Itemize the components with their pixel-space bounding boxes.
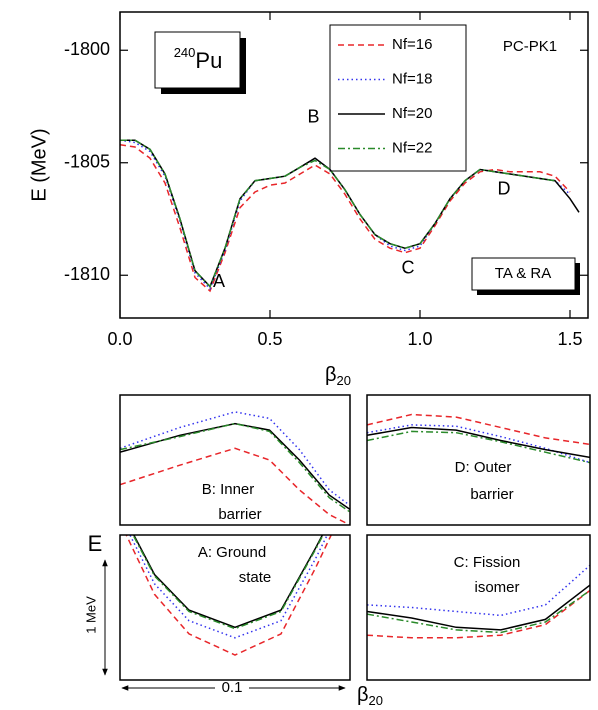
panel-label: D: Outer [455, 459, 512, 476]
series-line [132, 535, 324, 629]
inset-x-label-symbol: β [357, 684, 369, 706]
point-label: A [213, 271, 225, 291]
series-line [120, 144, 571, 293]
x-axis-label-sub: 20 [337, 373, 351, 388]
y-tick-label: -1800 [64, 39, 110, 59]
x-tick-label: 1.0 [407, 329, 432, 349]
inset-y-label: E [88, 531, 103, 556]
series-line [120, 447, 350, 525]
series-line [367, 413, 590, 446]
x-tick-label: 1.5 [557, 329, 582, 349]
series-line [367, 564, 590, 617]
scale-label-bg [215, 680, 249, 696]
point-label: C [402, 257, 415, 277]
plot-area [120, 139, 580, 293]
panel-label: C: Fission [454, 554, 521, 571]
series-line [367, 589, 590, 634]
nucleus-mass: 240 [174, 45, 196, 60]
panel-label: state [239, 569, 272, 586]
series-line [367, 424, 590, 464]
series-line [129, 535, 329, 639]
panel-label: barrier [470, 486, 513, 503]
plot-frame [119, 11, 589, 319]
point-label: B [307, 107, 319, 127]
plot-area [367, 413, 590, 464]
plot-area [125, 535, 333, 656]
nucleus-box [154, 31, 241, 89]
y-scale-label: 1 MeV [83, 596, 98, 634]
inset-x-label-sub: 20 [369, 693, 383, 708]
plot-frame [119, 534, 351, 681]
series-line [120, 139, 556, 288]
x-axis-label: β20 [325, 364, 351, 388]
series-line [367, 426, 590, 459]
legend-label: Nf=22 [392, 139, 432, 156]
series-line [367, 584, 590, 631]
legend-label: Nf=20 [392, 105, 432, 122]
panel-label: isomer [474, 579, 519, 596]
plot-frame [366, 534, 591, 681]
y-tick-label: -1810 [64, 264, 110, 284]
inset-x-label: β20 [357, 684, 383, 708]
model-label: PC-PK1 [503, 38, 557, 55]
series-line [120, 422, 350, 513]
nucleus-symbol: Pu [195, 48, 222, 73]
panel-label: A: Ground [198, 544, 266, 561]
x-scale-label: 0.1 [222, 679, 243, 696]
panel-label: B: Inner [202, 481, 255, 498]
legend-label: Nf=16 [392, 36, 432, 53]
method-label: TA & RA [495, 265, 551, 282]
plot-area [367, 564, 590, 639]
legend-label: Nf=18 [392, 70, 432, 87]
plot-area [120, 411, 350, 525]
plot-frame [366, 394, 591, 526]
series-line [367, 430, 590, 464]
y-axis-label: E (MeV) [28, 128, 50, 201]
nucleus-label: 240Pu [174, 45, 223, 72]
x-tick-label: 0.0 [107, 329, 132, 349]
x-tick-label: 0.5 [257, 329, 282, 349]
legend-box [329, 24, 467, 172]
plot-frame [119, 394, 351, 526]
method-box [471, 257, 576, 291]
y-tick-label: -1805 [64, 152, 110, 172]
x-axis-label-symbol: β [325, 364, 337, 386]
series-line [125, 535, 333, 656]
series-line [367, 589, 590, 639]
panel-label: barrier [218, 506, 261, 523]
point-label: D [498, 179, 511, 199]
series-line [120, 139, 571, 291]
series-line [120, 422, 350, 511]
series-line [120, 411, 350, 507]
